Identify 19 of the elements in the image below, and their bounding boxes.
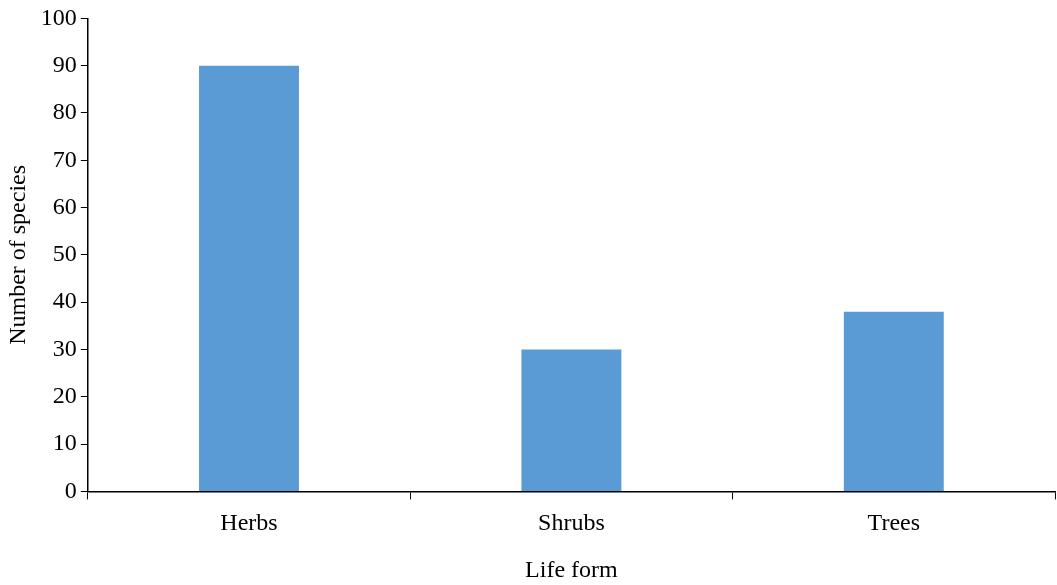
y-tick-label: 100 [40,3,77,30]
y-tick-label: 40 [52,287,77,314]
x-axis-title: Life form [525,555,619,582]
y-tick-label: 0 [64,476,77,503]
y-axis-title: Number of species [3,164,30,345]
y-tick-label: 60 [52,192,77,219]
y-tick-label: 50 [52,240,77,267]
x-tick-label: Shrubs [538,509,605,536]
y-tick-label: 30 [52,334,77,361]
bar [521,349,622,491]
x-tick-label: Herbs [220,509,278,536]
y-tick-label: 20 [52,382,77,409]
y-tick-label: 90 [52,51,77,77]
bar [199,65,299,491]
x-tick-label: Trees [867,509,921,536]
y-tick-label: 70 [52,145,77,172]
y-tick-label: 10 [52,429,77,456]
y-tick-label: 80 [52,98,77,125]
bar [843,311,944,491]
